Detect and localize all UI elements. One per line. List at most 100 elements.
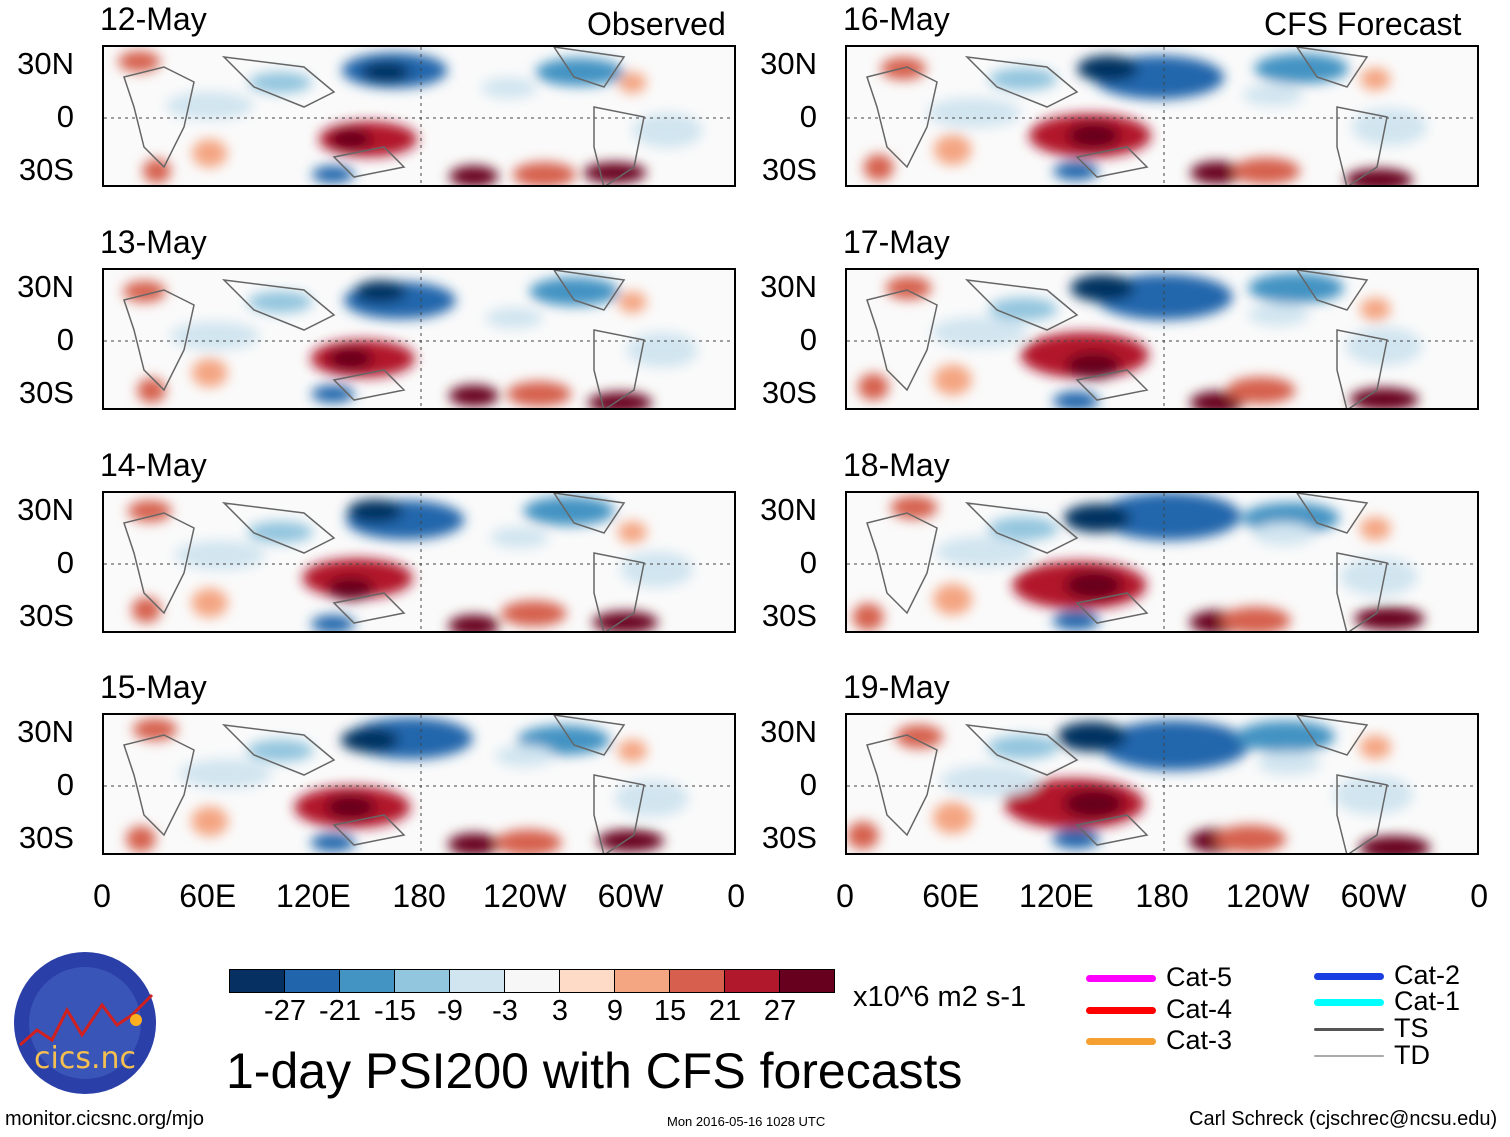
anomaly-contour: [535, 57, 624, 87]
anomaly-contour: [933, 583, 973, 616]
anomaly-contour: [1351, 107, 1428, 146]
coastlines: [866, 270, 1388, 408]
anomaly-contour: [340, 727, 400, 753]
anomaly-contour: [1077, 55, 1139, 82]
legend-label: Cat-2: [1394, 960, 1461, 990]
anomaly-contour: [940, 764, 1040, 797]
anomaly-contour: [885, 276, 932, 300]
colorbar-swatch: [450, 970, 505, 992]
footer-url[interactable]: monitor.cicsnc.org/mjo: [5, 1108, 204, 1130]
anomaly-contour: [1254, 53, 1349, 84]
anomaly-contour: [618, 72, 647, 94]
anomaly-contour: [192, 139, 228, 168]
latitude-label: 30N: [17, 492, 74, 527]
anomaly-contour: [1345, 327, 1423, 366]
anomaly-contour: [1056, 721, 1127, 752]
anomaly-contour: [626, 331, 699, 368]
coastlines: [866, 493, 1388, 631]
colorbar-tick-label: 21: [708, 995, 742, 1027]
latitude-label: 0: [799, 545, 817, 580]
anomaly-contour: [1052, 610, 1100, 631]
svg-text:cics.nc: cics.nc: [34, 1041, 136, 1076]
anomaly-contour: [1226, 376, 1296, 404]
anomaly-contour: [506, 381, 572, 407]
footer-timestamp: Mon 2016-05-16 1028 UTC: [667, 1114, 826, 1129]
panel-date-title: 19-May: [843, 669, 950, 705]
anomaly-contour: [852, 603, 884, 631]
anomaly-contour: [485, 307, 544, 329]
anomaly-contour: [935, 535, 1034, 568]
coastlines: [123, 47, 645, 185]
colorbar-swatch: [615, 970, 670, 992]
anomaly-contour: [329, 128, 372, 150]
latitude-label: 30S: [761, 598, 817, 633]
anomaly-contour: [311, 165, 355, 184]
colorbar-swatch: [505, 970, 560, 992]
latitude-label: 30N: [17, 714, 74, 749]
anomaly-contour: [248, 72, 312, 94]
longitude-label: 0: [93, 878, 111, 914]
anomaly-contour: [191, 358, 228, 388]
anomaly-contour: [449, 165, 499, 185]
colorbar-swatch: [670, 970, 725, 992]
coastlines: [123, 493, 645, 631]
anomaly-contour: [931, 316, 1028, 348]
anomaly-contour: [495, 829, 562, 853]
anomaly-contour: [1097, 493, 1242, 541]
colorbar-swatch: [560, 970, 615, 992]
legend-label: Cat-5: [1166, 962, 1233, 992]
units-label: x10^6 m2 s-1: [853, 981, 1027, 1013]
latitude-label: 30S: [761, 820, 817, 855]
anomaly-contour: [926, 97, 1021, 128]
panel-date-title: 18-May: [843, 447, 950, 483]
anomaly-contour: [247, 521, 313, 544]
legend-swatch: [1086, 1037, 1156, 1045]
anomaly-contour: [988, 516, 1059, 541]
latitude-label: 30N: [760, 714, 817, 749]
anomaly-contour: [597, 829, 664, 852]
anomaly-contour: [191, 588, 228, 618]
panel-date-title: 15-May: [100, 669, 207, 705]
longitude-label: 180: [392, 878, 446, 914]
anomaly-contour: [127, 499, 172, 523]
anomaly-contour: [1220, 606, 1291, 631]
longitude-label: 60W: [597, 878, 664, 914]
colorbar-tick-label: 15: [653, 995, 687, 1027]
anomaly-contour: [1063, 503, 1131, 533]
anomaly-contour: [448, 384, 499, 407]
anomaly-contour: [617, 521, 647, 544]
anomaly-contour: [1066, 351, 1122, 380]
colorbar-tick-label: -9: [437, 995, 463, 1027]
legend-swatch: [1314, 1027, 1384, 1031]
anomaly-contour: [165, 91, 254, 120]
cics-logo: cics.nc: [12, 950, 158, 1096]
anomaly-contour: [142, 158, 171, 184]
anomaly-contour: [863, 154, 894, 181]
anomaly-contour: [523, 496, 615, 526]
colorbar-swatch: [340, 970, 395, 992]
panel-date-title: 17-May: [843, 224, 950, 260]
anomaly-contour: [246, 739, 314, 762]
anomaly-contour: [1248, 272, 1345, 304]
anomaly-contour: [1257, 751, 1321, 775]
anomaly-contour: [500, 600, 567, 627]
anomaly-contour: [989, 67, 1058, 91]
anomaly-contour: [1243, 83, 1304, 107]
latitude-label: 30S: [761, 152, 817, 187]
colorbar-swatch: [780, 970, 834, 992]
latitude-label: 30N: [17, 46, 74, 81]
legend-swatch: [1314, 1055, 1384, 1057]
colorbar-tick-label: -21: [319, 995, 361, 1027]
anomaly-contour: [1359, 297, 1391, 321]
colorbar-swatch: [395, 970, 450, 992]
anomaly-contour: [933, 364, 972, 396]
anomaly-contour: [1339, 556, 1418, 596]
anomaly-contour: [617, 739, 648, 762]
longitude-label: 0: [836, 878, 854, 914]
anomaly-contour: [890, 495, 938, 520]
anomaly-contour: [847, 821, 879, 850]
longitude-label: 60W: [1340, 878, 1407, 914]
latitude-label: 30S: [18, 820, 74, 855]
longitude-label: 60E: [922, 878, 980, 914]
longitude-label: 180: [1135, 878, 1189, 914]
